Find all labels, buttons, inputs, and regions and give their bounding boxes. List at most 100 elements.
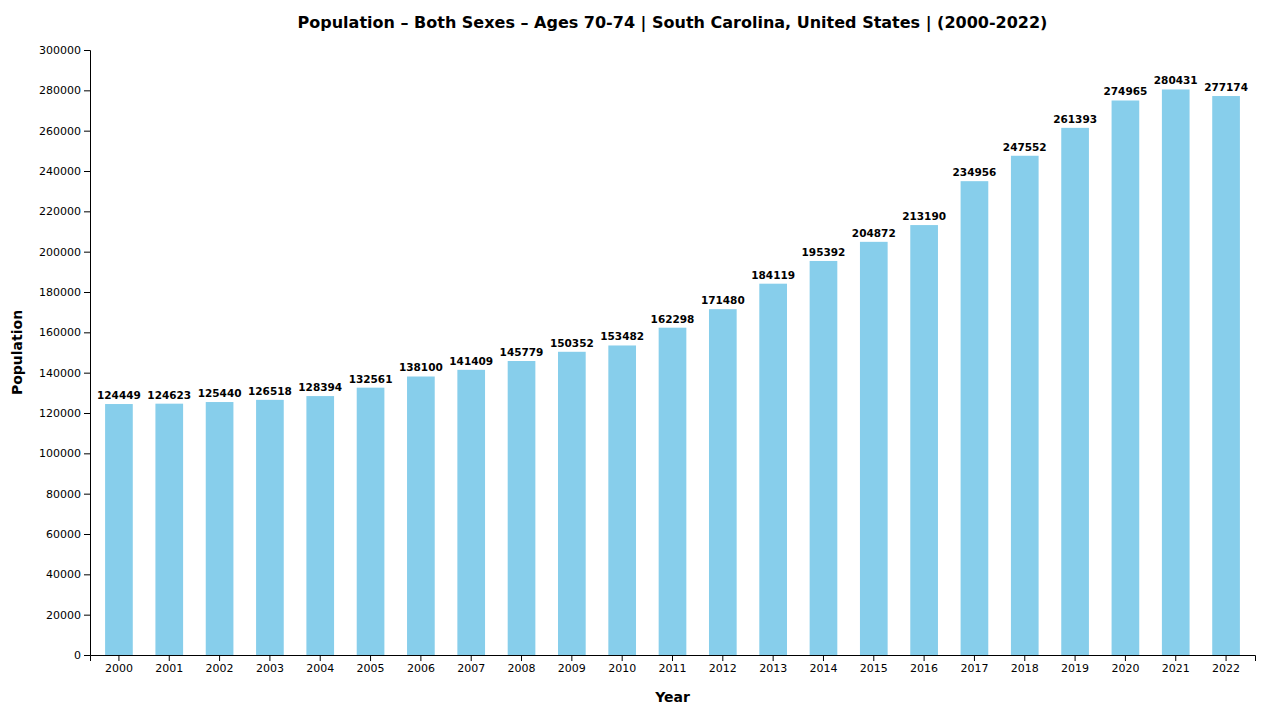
y-tick-label: 40000 bbox=[46, 568, 81, 581]
x-tick: 2015 bbox=[860, 655, 888, 675]
y-tick-mark bbox=[84, 534, 90, 535]
y-tick: 160000 bbox=[39, 326, 90, 339]
x-tick: 2012 bbox=[709, 655, 737, 675]
x-tick-mark bbox=[169, 655, 170, 661]
x-tick: 2016 bbox=[910, 655, 938, 675]
y-tick-label: 60000 bbox=[46, 528, 81, 541]
x-tick: 2018 bbox=[1011, 655, 1039, 675]
x-tick-mark bbox=[219, 655, 220, 661]
x-tick-mark bbox=[924, 655, 925, 661]
x-tick-mark bbox=[823, 655, 824, 661]
x-tick-label: 2008 bbox=[508, 662, 536, 675]
x-tick: 2011 bbox=[659, 655, 687, 675]
y-tick: 140000 bbox=[39, 367, 90, 380]
data-label: 184119 bbox=[751, 269, 795, 281]
bar bbox=[357, 388, 385, 655]
bar bbox=[1162, 89, 1190, 655]
x-tick-label: 2012 bbox=[709, 662, 737, 675]
y-tick-mark bbox=[84, 453, 90, 454]
y-tick-label: 20000 bbox=[46, 609, 81, 622]
title: Population – Both Sexes – Ages 70-74 | S… bbox=[298, 13, 1048, 33]
y-axis-line bbox=[84, 51, 91, 656]
x-tick: 2006 bbox=[407, 655, 435, 675]
x-tick-mark bbox=[622, 655, 623, 661]
y-tick: 100000 bbox=[39, 447, 90, 460]
x-tick-mark bbox=[269, 655, 270, 661]
data-label: 124449 bbox=[97, 389, 141, 401]
data-label: 277174 bbox=[1204, 81, 1248, 93]
y-tick-mark bbox=[84, 90, 90, 91]
bar bbox=[608, 345, 636, 655]
y-tick: 200000 bbox=[39, 246, 90, 259]
y-tick: 120000 bbox=[39, 407, 90, 420]
x-tick-label: 2022 bbox=[1212, 662, 1240, 675]
y-tick: 40000 bbox=[46, 568, 90, 581]
bar bbox=[457, 370, 485, 655]
bar bbox=[155, 404, 183, 655]
bar bbox=[1212, 96, 1240, 655]
x-tick: 2021 bbox=[1162, 655, 1190, 675]
y-tick-mark bbox=[84, 171, 90, 172]
x-tick-label: 2000 bbox=[105, 662, 133, 675]
y-tick-label: 180000 bbox=[39, 286, 81, 299]
y-tick-mark bbox=[84, 50, 90, 51]
data-label: 213190 bbox=[902, 210, 946, 222]
data-label: 280431 bbox=[1154, 74, 1198, 86]
x-tick: 2010 bbox=[608, 655, 636, 675]
data-label: 204872 bbox=[852, 227, 896, 239]
x-tick: 2005 bbox=[357, 655, 385, 675]
bar bbox=[1112, 100, 1140, 655]
x-tick: 2008 bbox=[508, 655, 536, 675]
x-tick-mark bbox=[1024, 655, 1025, 661]
x-axis-line bbox=[91, 656, 1256, 662]
x-tick-label: 2020 bbox=[1111, 662, 1139, 675]
bar bbox=[508, 361, 536, 655]
x-tick-label: 2003 bbox=[256, 662, 284, 675]
data-label: 274965 bbox=[1103, 85, 1147, 97]
bar bbox=[759, 284, 787, 655]
x-tick: 2004 bbox=[306, 655, 334, 675]
data-label: 261393 bbox=[1053, 113, 1097, 125]
y-tick-mark bbox=[84, 494, 90, 495]
y-tick-label: 220000 bbox=[39, 205, 81, 218]
data-label: 126518 bbox=[248, 385, 292, 397]
y-tick-label: 280000 bbox=[39, 84, 81, 97]
y-tick: 300000 bbox=[39, 44, 90, 57]
x-tick-label: 2006 bbox=[407, 662, 435, 675]
x-tick-label: 2004 bbox=[306, 662, 334, 675]
y-tick: 80000 bbox=[46, 488, 90, 501]
x-tick: 2014 bbox=[809, 655, 837, 675]
y-tick: 20000 bbox=[46, 609, 90, 622]
y-tick-mark bbox=[84, 574, 90, 575]
x-tick: 2001 bbox=[155, 655, 183, 675]
x-tick-mark bbox=[722, 655, 723, 661]
y-tick-mark bbox=[84, 252, 90, 253]
x-tick-label: 2019 bbox=[1061, 662, 1089, 675]
bar bbox=[558, 352, 586, 655]
data-label: 195392 bbox=[802, 246, 846, 258]
y-tick: 0 bbox=[74, 649, 90, 662]
y-tick-label: 240000 bbox=[39, 165, 81, 178]
x-tick-label: 2021 bbox=[1162, 662, 1190, 675]
y-tick: 280000 bbox=[39, 84, 90, 97]
x-tick-label: 2007 bbox=[457, 662, 485, 675]
plot-area: 1244491246231254401265181283941325611381… bbox=[39, 44, 1256, 675]
bar bbox=[709, 309, 737, 655]
x-tick-mark bbox=[672, 655, 673, 661]
x-tick-mark bbox=[521, 655, 522, 661]
y-tick-label: 120000 bbox=[39, 407, 81, 420]
bar bbox=[1011, 156, 1039, 655]
y-tick-mark bbox=[84, 655, 90, 656]
x-tick-mark bbox=[370, 655, 371, 661]
data-label: 138100 bbox=[399, 361, 443, 373]
bar bbox=[1061, 128, 1089, 655]
y-tick-label: 300000 bbox=[39, 44, 81, 57]
data-labels: 1244491246231254401265181283941325611381… bbox=[97, 74, 1248, 401]
x-tick-label: 2001 bbox=[155, 662, 183, 675]
x-tick-label: 2009 bbox=[558, 662, 586, 675]
y-tick-mark bbox=[84, 292, 90, 293]
y-tick-label: 140000 bbox=[39, 367, 81, 380]
data-label: 141409 bbox=[449, 355, 493, 367]
x-tick: 2009 bbox=[558, 655, 586, 675]
x-tick-label: 2010 bbox=[608, 662, 636, 675]
